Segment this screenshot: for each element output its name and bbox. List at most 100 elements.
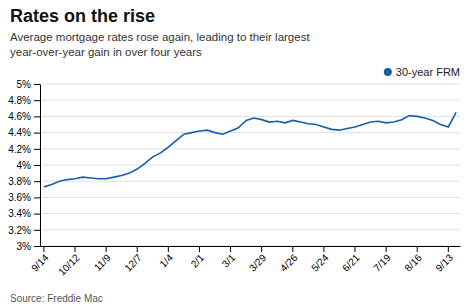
y-tick-label: 3.8% — [8, 176, 31, 187]
x-tick: 10/12 — [56, 246, 82, 277]
x-tick-mark — [137, 246, 138, 252]
subtitle: Average mortgage rates rose again, leadi… — [10, 31, 310, 58]
chart-svg: Rates on the rise Average mortgage rates … — [0, 0, 474, 308]
y-tick-label: 3% — [17, 241, 32, 252]
x-tick-label: 3/1 — [220, 252, 238, 270]
x-tick-label: 7/19 — [371, 252, 393, 274]
x-tick: 2/1 — [189, 246, 207, 270]
x-tick-label: 3/29 — [247, 252, 269, 274]
grid-line — [40, 246, 460, 247]
y-tick-mark — [34, 149, 40, 150]
subtitle-line: year-over-year gain in over four years — [10, 46, 202, 58]
y-tick-label: 4.6% — [8, 111, 31, 122]
x-tick: 9/13 — [434, 246, 456, 274]
y-tick-label: 4.2% — [8, 144, 31, 155]
y-tick: 4.6% — [8, 111, 40, 122]
x-tick: 6/21 — [340, 246, 362, 274]
x-tick-mark — [199, 246, 200, 252]
legend-item: 30-year FRM — [384, 66, 460, 78]
y-tick-mark — [34, 165, 40, 166]
y-tick-mark — [34, 214, 40, 215]
x-axis-line — [41, 246, 461, 247]
x-tick-label: 2/1 — [189, 252, 207, 270]
legend: 30-year FRM — [384, 66, 460, 78]
y-tick: 4.2% — [8, 144, 40, 155]
x-tick-mark — [417, 246, 418, 252]
grid-line — [40, 197, 460, 198]
y-tick: 4.4% — [8, 127, 40, 138]
y-axis-line — [40, 85, 41, 247]
grid-line — [40, 116, 460, 117]
y-tick: 3% — [17, 241, 40, 252]
x-tick: 3/1 — [220, 246, 238, 270]
grid-line — [40, 181, 460, 182]
x-tick: 9/14 — [29, 246, 51, 274]
y-tick-label: 5% — [17, 79, 32, 90]
y-tick: 3.6% — [8, 192, 40, 203]
x-tick-mark — [292, 246, 293, 252]
source: Source: Freddie Mac — [10, 293, 103, 304]
y-tick: 3.8% — [8, 176, 40, 187]
x-tick-label: 8/16 — [402, 252, 424, 274]
y-tick-label: 3.6% — [8, 192, 31, 203]
x-tick-mark — [355, 246, 356, 252]
legend-swatch — [384, 68, 392, 76]
y-tick-label: 4.8% — [8, 95, 31, 106]
y-tick-mark — [34, 197, 40, 198]
y-tick: 3.2% — [8, 225, 40, 236]
y-tick-mark — [34, 100, 40, 101]
title: Rates on the rise — [10, 6, 155, 26]
x-tick-mark — [323, 246, 324, 252]
x-tick-label: 6/21 — [340, 252, 362, 274]
x-tick: 4/26 — [278, 246, 300, 274]
subtitle-line: Average mortgage rates rose again, leadi… — [10, 31, 310, 43]
y-tick-mark — [34, 181, 40, 182]
x-tick-mark — [168, 246, 169, 252]
x-tick-label: 1/4 — [157, 252, 175, 270]
x-tick: 11/9 — [92, 246, 113, 273]
y-tick-label: 3.2% — [8, 225, 31, 236]
y-tick-mark — [34, 246, 40, 247]
grid-line — [40, 100, 460, 101]
x-tick: 1/4 — [157, 246, 175, 270]
y-tick-mark — [34, 230, 40, 231]
grid-line — [40, 229, 460, 230]
grid-line — [40, 84, 460, 85]
grid-line — [40, 213, 460, 214]
x-tick-mark — [230, 246, 231, 252]
x-tick-mark — [448, 246, 449, 252]
x-tick-mark — [75, 246, 76, 252]
x-tick-label: 9/14 — [29, 252, 51, 274]
y-tick-mark — [34, 133, 40, 134]
x-tick-mark — [43, 246, 44, 252]
line — [44, 112, 456, 187]
y-tick: 3.4% — [8, 208, 40, 219]
y-tick: 4.8% — [8, 95, 40, 106]
grid — [40, 84, 460, 246]
y-tick-label: 3.4% — [8, 208, 31, 219]
x-tick-label: 9/13 — [434, 252, 456, 274]
y-tick-label: 4% — [17, 160, 32, 171]
x-tick-mark — [386, 246, 387, 252]
y-tick-mark — [34, 84, 40, 85]
plot-area: 3% 3.2% 3.4% 3.6% 3.8% 4% 4.2% 4.4% 4.6% 4.8% 5% 9/… — [8, 79, 460, 278]
y-tick: 4% — [17, 160, 40, 171]
grid-line — [40, 165, 460, 166]
x-tick: 8/16 — [402, 246, 424, 274]
y-tick: 5% — [17, 79, 40, 90]
x-tick-label: 12/7 — [122, 252, 144, 274]
x-tick: 7/19 — [371, 246, 393, 274]
series-group — [44, 112, 456, 187]
x-tick-label: 10/12 — [56, 252, 82, 278]
grid-line — [40, 148, 460, 149]
x-axis: 9/1410/12 11/9 12/7 1/4 2/1 3/1 3/29 4/26 5/24 6/… — [29, 246, 460, 277]
y-tick-mark — [34, 116, 40, 117]
x-tick: 12/7 — [122, 246, 144, 274]
legend-label: 30-year FRM — [396, 66, 460, 78]
x-tick-mark — [106, 246, 107, 252]
x-tick: 5/24 — [309, 246, 331, 274]
x-tick-label: 11/9 — [92, 252, 113, 273]
y-tick-label: 4.4% — [8, 127, 31, 138]
x-tick: 3/29 — [247, 246, 269, 274]
x-tick-mark — [261, 246, 262, 252]
